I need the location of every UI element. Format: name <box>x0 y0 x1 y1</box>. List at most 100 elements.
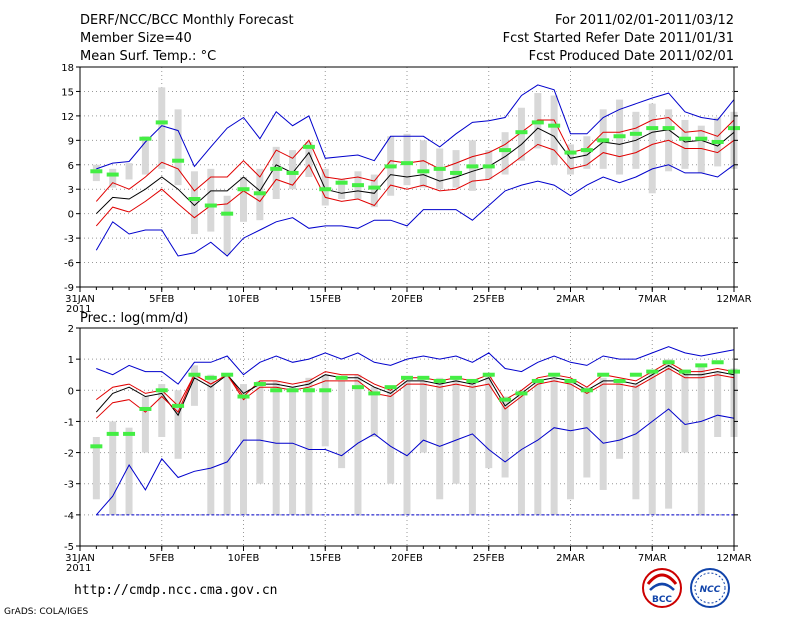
observed-marker <box>629 131 642 136</box>
spread-box <box>567 380 574 500</box>
x-tick-label: 31JAN <box>65 553 95 564</box>
observed-marker <box>613 378 626 383</box>
observed-marker <box>221 211 234 216</box>
spread-box <box>550 377 558 515</box>
observed-marker <box>319 388 332 393</box>
spread-box <box>550 95 558 165</box>
series-max-line <box>96 346 735 385</box>
x-tick-label: 10FEB <box>228 553 260 564</box>
observed-marker <box>580 148 593 153</box>
spread-box <box>125 427 133 515</box>
observed-marker <box>139 406 152 411</box>
spread-box <box>305 141 313 177</box>
header-variable: Mean Surf. Temp.: °C <box>80 49 216 64</box>
spread-box <box>321 168 329 206</box>
observed-marker <box>384 385 397 390</box>
observed-marker <box>499 148 512 153</box>
temperature-panel: -9 -6 -3 0 3 6 9 12 15 18 31JAN 5FEB 10FEB 15FEB 20FEB… <box>61 63 751 315</box>
observed-marker <box>172 403 185 408</box>
observed-marker <box>368 391 381 396</box>
observed-marker <box>90 444 103 449</box>
spread-box <box>452 377 460 484</box>
observed-marker <box>270 388 283 393</box>
observed-marker <box>155 388 168 393</box>
observed-marker <box>564 378 577 383</box>
header-title: DERF/NCC/BCC Monthly Forecast <box>80 13 294 28</box>
y-tick-label: -5 <box>64 542 74 553</box>
observed-marker <box>482 372 495 377</box>
y-tick-label: -3 <box>64 234 74 245</box>
observed-marker <box>531 378 544 383</box>
spread-box <box>567 144 574 175</box>
observed-marker <box>286 170 299 175</box>
observed-marker <box>466 164 479 169</box>
x-year-label: 2011 <box>66 304 91 315</box>
x-tick-label: 5FEB <box>149 553 174 564</box>
observed-marker <box>384 164 397 169</box>
observed-marker <box>646 369 659 374</box>
spread-box <box>109 168 117 188</box>
ncc-logo: NCC <box>690 568 730 608</box>
observed-marker <box>678 136 691 141</box>
y-tick-label: -4 <box>64 511 74 522</box>
y-tick-label: 0 <box>68 386 74 397</box>
observed-marker <box>335 375 348 380</box>
y-tick-label: 15 <box>61 87 74 98</box>
series-p90-line <box>95 116 735 202</box>
observed-marker <box>662 360 675 365</box>
x-tick-label: 2MAR <box>556 294 585 305</box>
observed-marker <box>237 394 250 399</box>
y-tick-label: 6 <box>68 161 74 172</box>
spread-box <box>697 125 705 173</box>
spread-box <box>403 133 411 186</box>
observed-marker <box>237 187 250 192</box>
observed-marker <box>351 183 364 188</box>
x-tick-label: 25FEB <box>473 553 505 564</box>
observed-marker <box>711 360 724 365</box>
observed-marker <box>433 166 446 171</box>
spread-box <box>190 365 198 406</box>
footer-url[interactable]: http://cmdp.ncc.cma.gov.cn <box>74 583 278 598</box>
series-min-line <box>95 408 735 516</box>
x-tick-label: 31JAN <box>65 294 95 305</box>
footer-grads-credit: GrADS: COLA/IGES <box>4 607 88 617</box>
observed-marker <box>253 382 266 387</box>
observed-marker <box>319 187 332 192</box>
bcc-logo: BCC <box>642 568 682 608</box>
observed-marker <box>695 363 708 368</box>
observed-marker <box>580 388 593 393</box>
spread-box <box>370 174 378 208</box>
spread-box <box>240 384 247 515</box>
spread-box <box>436 377 444 500</box>
y-tick-label: 3 <box>68 185 74 196</box>
spread-box <box>338 179 346 199</box>
spread-box <box>583 136 591 169</box>
y-tick-label: -2 <box>64 449 74 460</box>
observed-marker <box>401 375 413 380</box>
y-tick-label: 9 <box>68 136 74 147</box>
series-mean-line <box>95 364 735 417</box>
x-tick-label: 7MAR <box>638 553 667 564</box>
x-tick-label: 7MAR <box>638 294 667 305</box>
spread-box <box>289 387 297 515</box>
observed-marker <box>548 372 561 377</box>
spread-box <box>501 132 509 175</box>
observed-marker <box>629 372 642 377</box>
x-tick-label: 2MAR <box>556 553 585 564</box>
spread-box <box>599 377 607 490</box>
spread-box <box>256 380 264 484</box>
observed-marker <box>221 372 234 377</box>
observed-marker <box>646 126 659 131</box>
observed-marker <box>450 170 463 175</box>
spread-box <box>240 177 247 222</box>
y-tick-label: -1 <box>64 417 74 428</box>
spread-box <box>141 396 149 453</box>
ncc-logo-text: NCC <box>700 585 721 595</box>
spread-box <box>109 421 117 515</box>
spread-box <box>174 390 182 459</box>
spread-box <box>272 380 280 515</box>
header-member-size: Member Size=40 <box>80 31 192 46</box>
observed-marker <box>711 139 724 144</box>
series-mean-line <box>95 127 735 215</box>
observed-marker <box>253 191 266 196</box>
